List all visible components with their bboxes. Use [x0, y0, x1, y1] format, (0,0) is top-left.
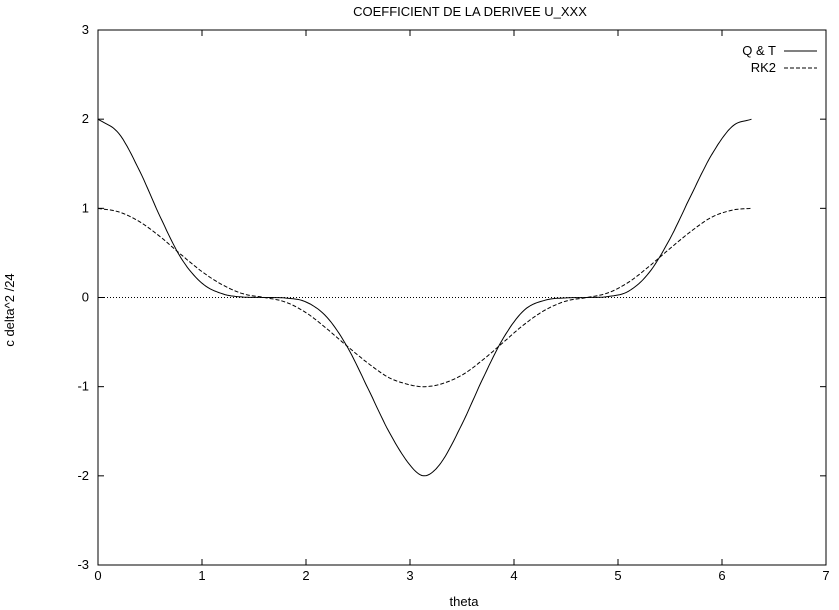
x-tick-label: 7 — [822, 568, 829, 583]
series-line-0 — [97, 118, 752, 477]
y-axis-label: c delta^2 /24 — [2, 273, 17, 346]
x-tick-label: 3 — [406, 568, 413, 583]
y-tick-label: 2 — [82, 111, 89, 126]
y-tick-label: -3 — [77, 557, 89, 572]
x-tick-label: 6 — [718, 568, 725, 583]
y-tick-label: 3 — [82, 22, 89, 37]
x-tick-label: 4 — [510, 568, 517, 583]
x-tick-label: 2 — [302, 568, 309, 583]
x-axis-label: theta — [450, 594, 480, 609]
ticks-layer: 0 1 2 3 4 5 6 7 -3 -2 -1 0 1 2 3 — [77, 22, 829, 583]
legend-label: RK2 — [751, 60, 776, 75]
x-tick-label: 1 — [198, 568, 205, 583]
series-line-1 — [97, 207, 752, 388]
y-tick-label: 0 — [82, 290, 89, 305]
legend: Q & T RK2 — [742, 43, 817, 75]
series-layer — [97, 118, 752, 477]
chart-title: COEFFICIENT DE LA DERIVEE U_XXX — [353, 4, 587, 19]
x-tick-label: 0 — [94, 568, 101, 583]
y-tick-label: -2 — [77, 468, 89, 483]
y-tick-label: -1 — [77, 379, 89, 394]
x-tick-label: 5 — [614, 568, 621, 583]
y-tick-label: 1 — [82, 200, 89, 215]
legend-label: Q & T — [742, 43, 776, 58]
